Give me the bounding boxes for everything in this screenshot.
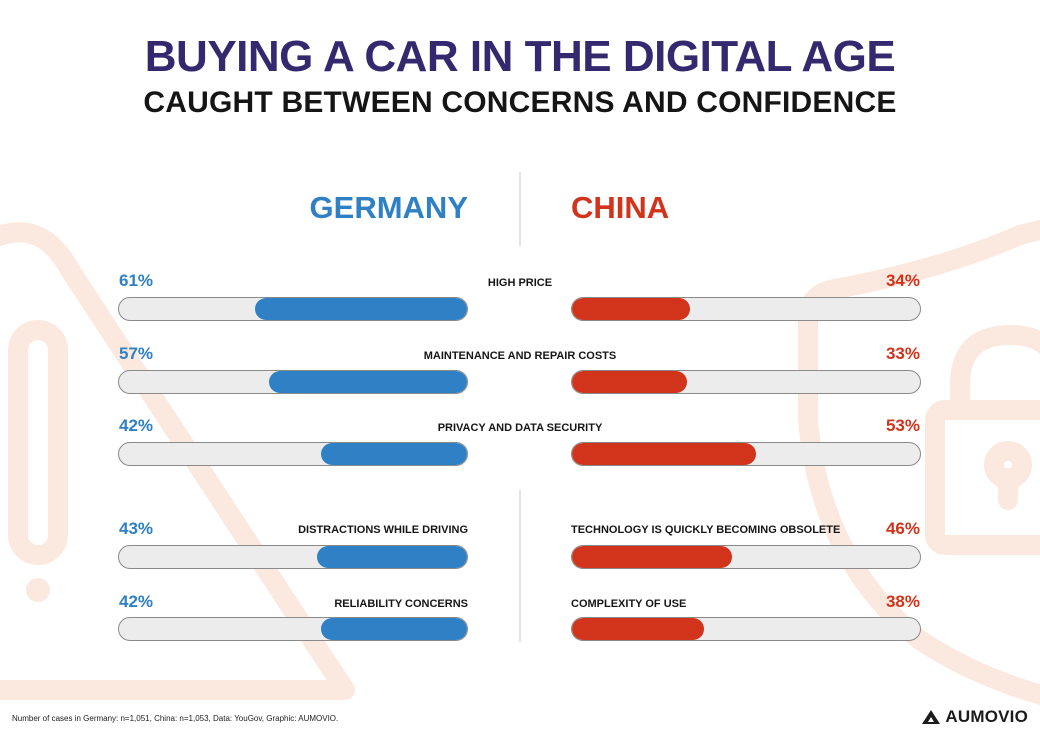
- category-label-complexity: COMPLEXITY OF USE: [571, 598, 687, 610]
- bar-track-germany-distractions: [118, 545, 468, 569]
- bar-china-maintenance: [572, 371, 687, 393]
- value-label-germany-maintenance: 57%: [119, 344, 154, 363]
- aumovio-logo-icon: [922, 710, 941, 724]
- brand-logo: AUMOVIO: [921, 707, 1028, 727]
- category-label-technology-obsolete: TECHNOLOGY IS QUICKLY BECOMING OBSOLETE: [571, 524, 841, 536]
- category-label-high-price: HIGH PRICE: [487, 277, 553, 289]
- chart-subtitle: CAUGHT BETWEEN CONCERNS AND CONFIDENCE: [143, 86, 897, 119]
- bar-track-germany-privacy: [118, 442, 468, 466]
- legend-germany: GERMANY: [309, 190, 468, 225]
- bar-germany-privacy: [320, 443, 467, 465]
- legend-china: CHINA: [571, 190, 670, 225]
- value-label-china-technology-obsolete: 46%: [885, 519, 920, 538]
- value-label-germany-privacy: 42%: [119, 416, 154, 435]
- value-label-germany-distractions: 43%: [119, 519, 154, 538]
- category-label-maintenance: MAINTENANCE AND REPAIR COSTS: [423, 350, 617, 362]
- bar-track-china-maintenance: [571, 370, 921, 394]
- bar-track-germany-maintenance: [118, 370, 468, 394]
- bar-china-high-price: [572, 298, 691, 320]
- warning-triangle-icon: [0, 222, 355, 700]
- top-divider: [519, 172, 521, 246]
- bar-germany-reliability: [320, 618, 467, 640]
- value-label-china-complexity: 38%: [885, 592, 920, 611]
- bar-track-china-privacy: [571, 442, 921, 466]
- bar-track-china-high-price: [571, 297, 921, 321]
- value-label-germany-reliability: 42%: [119, 592, 154, 611]
- bar-germany-high-price: [254, 298, 467, 320]
- bar-track-germany-high-price: [118, 297, 468, 321]
- bar-track-germany-reliability: [118, 617, 468, 641]
- value-label-china-privacy: 53%: [885, 416, 920, 435]
- bar-track-china-complexity: [571, 617, 921, 641]
- bar-germany-distractions: [317, 546, 467, 568]
- bar-china-technology-obsolete: [572, 546, 733, 568]
- value-label-germany-high-price: 61%: [119, 271, 154, 290]
- bar-china-complexity: [572, 618, 705, 640]
- footnote: Number of cases in Germany: n=1,051, Chi…: [12, 714, 339, 723]
- category-label-distractions: DISTRACTIONS WHILE DRIVING: [298, 524, 468, 536]
- value-label-china-high-price: 34%: [885, 271, 920, 290]
- chart-title: BUYING A CAR IN THE DIGITAL AGE: [144, 32, 896, 81]
- bar-china-privacy: [572, 443, 757, 465]
- bottom-divider: [519, 490, 521, 642]
- bar-germany-maintenance: [268, 371, 467, 393]
- brand-name: AUMOVIO: [945, 707, 1028, 726]
- value-label-china-maintenance: 33%: [885, 344, 920, 363]
- bar-track-china-technology-obsolete: [571, 545, 921, 569]
- category-label-reliability: RELIABILITY CONCERNS: [334, 598, 468, 610]
- category-label-privacy: PRIVACY AND DATA SECURITY: [437, 422, 603, 434]
